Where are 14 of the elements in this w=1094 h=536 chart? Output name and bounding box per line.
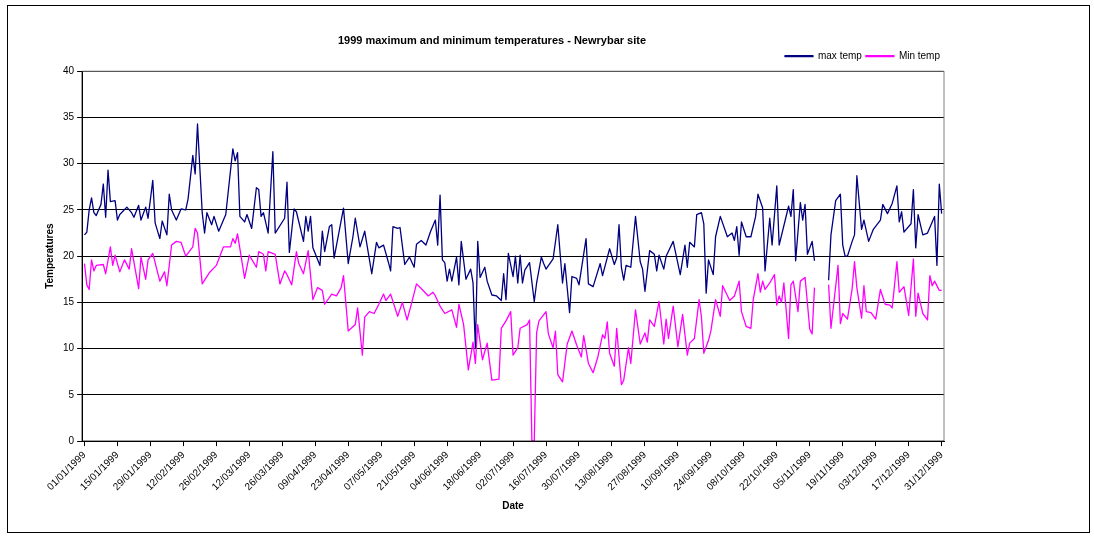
- legend-label: max temp: [817, 49, 863, 61]
- y-tick-label: 0: [68, 434, 75, 446]
- y-tick-label: 25: [63, 203, 75, 215]
- y-tick-label: 35: [63, 111, 75, 123]
- y-axis-title: Temperatures: [43, 223, 55, 289]
- y-tick-label: 15: [63, 296, 75, 308]
- legend-label: Min temp: [898, 49, 941, 61]
- y-tick-label: 30: [63, 157, 75, 169]
- x-axis-title: Date: [502, 499, 525, 511]
- chart-title: 1999 maximum and minimum temperatures - Newrybar site: [337, 33, 647, 46]
- y-tick-label: 5: [68, 388, 75, 400]
- y-tick-label: 10: [63, 342, 75, 354]
- y-tick-label: 20: [63, 249, 75, 261]
- y-tick-label: 40: [63, 64, 75, 76]
